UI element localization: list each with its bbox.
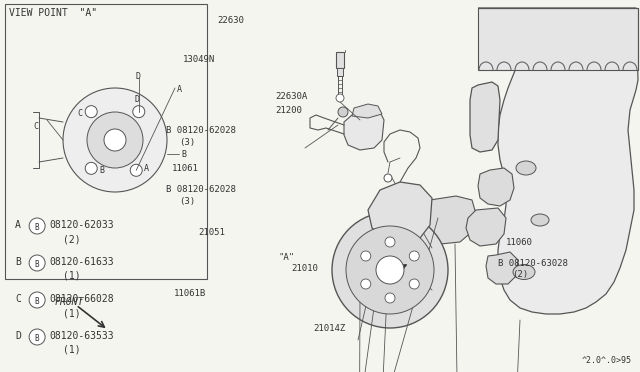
Circle shape	[411, 195, 421, 205]
Polygon shape	[486, 252, 518, 284]
Ellipse shape	[516, 161, 536, 175]
Polygon shape	[478, 8, 638, 314]
Circle shape	[338, 107, 348, 117]
Text: 11061B: 11061B	[174, 289, 206, 298]
Polygon shape	[466, 208, 506, 246]
Circle shape	[385, 237, 395, 247]
Polygon shape	[470, 82, 500, 152]
Circle shape	[409, 251, 419, 261]
Polygon shape	[337, 68, 343, 76]
Polygon shape	[368, 182, 432, 242]
Text: 21014Z: 21014Z	[314, 324, 346, 333]
Polygon shape	[478, 168, 514, 206]
Text: VIEW POINT  "A": VIEW POINT "A"	[9, 8, 97, 18]
Text: A: A	[144, 164, 149, 173]
Text: 21051: 21051	[198, 228, 225, 237]
Text: (1): (1)	[63, 308, 81, 318]
Circle shape	[361, 251, 371, 261]
Text: 08120-63533: 08120-63533	[49, 331, 114, 341]
Circle shape	[85, 106, 97, 118]
Text: (2): (2)	[63, 234, 81, 244]
Text: 11061: 11061	[172, 164, 198, 173]
Circle shape	[85, 162, 97, 174]
Polygon shape	[336, 52, 344, 68]
Circle shape	[63, 88, 167, 192]
Text: B: B	[34, 334, 39, 343]
Text: 13049N: 13049N	[182, 55, 214, 64]
Text: B: B	[15, 257, 21, 267]
Circle shape	[385, 293, 395, 303]
Circle shape	[383, 195, 393, 205]
Text: B 08120-62028: B 08120-62028	[166, 126, 236, 135]
Text: A: A	[15, 220, 21, 230]
Text: 08120-61633: 08120-61633	[49, 257, 114, 267]
Circle shape	[29, 329, 45, 345]
Text: D: D	[136, 72, 141, 81]
Ellipse shape	[531, 214, 549, 226]
Text: 11060: 11060	[506, 238, 532, 247]
Text: C: C	[33, 122, 38, 131]
Circle shape	[29, 218, 45, 234]
Polygon shape	[344, 110, 384, 150]
Text: 22630: 22630	[218, 16, 244, 25]
Circle shape	[384, 174, 392, 182]
Text: B: B	[99, 166, 104, 175]
Text: (2): (2)	[512, 270, 528, 279]
Text: B: B	[34, 223, 39, 232]
Text: (1): (1)	[63, 271, 81, 281]
Text: 22630A: 22630A	[275, 92, 307, 101]
Text: C: C	[15, 294, 21, 304]
Circle shape	[87, 112, 143, 168]
Circle shape	[376, 256, 404, 284]
Text: B: B	[34, 260, 39, 269]
Circle shape	[332, 212, 448, 328]
Text: (3): (3)	[179, 138, 195, 147]
Text: (1): (1)	[63, 345, 81, 355]
Circle shape	[409, 279, 419, 289]
Bar	[5, 4, 207, 279]
Text: 21010: 21010	[291, 264, 318, 273]
Text: 08120-62033: 08120-62033	[49, 220, 114, 230]
Circle shape	[411, 223, 421, 233]
Circle shape	[361, 279, 371, 289]
Text: (3): (3)	[179, 197, 195, 206]
Text: B 08120-62028: B 08120-62028	[166, 185, 236, 194]
Polygon shape	[478, 8, 638, 70]
Text: A: A	[177, 85, 182, 94]
Circle shape	[104, 129, 126, 151]
Text: "A": "A"	[278, 253, 294, 262]
Text: C: C	[77, 109, 82, 118]
Circle shape	[132, 106, 145, 118]
Text: B 08120-63028: B 08120-63028	[498, 259, 568, 267]
Circle shape	[29, 292, 45, 308]
Text: 08120-66028: 08120-66028	[49, 294, 114, 304]
Text: FRONT: FRONT	[55, 297, 84, 307]
Circle shape	[383, 223, 393, 233]
Text: D: D	[15, 331, 21, 341]
Text: B: B	[181, 150, 186, 159]
Text: D: D	[135, 95, 140, 104]
Text: 21200: 21200	[275, 106, 302, 115]
Circle shape	[346, 226, 434, 314]
Text: ^2.0^.0>95: ^2.0^.0>95	[582, 356, 632, 365]
Text: B: B	[34, 297, 39, 306]
Polygon shape	[352, 104, 382, 118]
Circle shape	[336, 94, 344, 102]
Circle shape	[130, 164, 142, 176]
Circle shape	[29, 255, 45, 271]
Polygon shape	[426, 196, 476, 244]
Ellipse shape	[513, 264, 535, 279]
